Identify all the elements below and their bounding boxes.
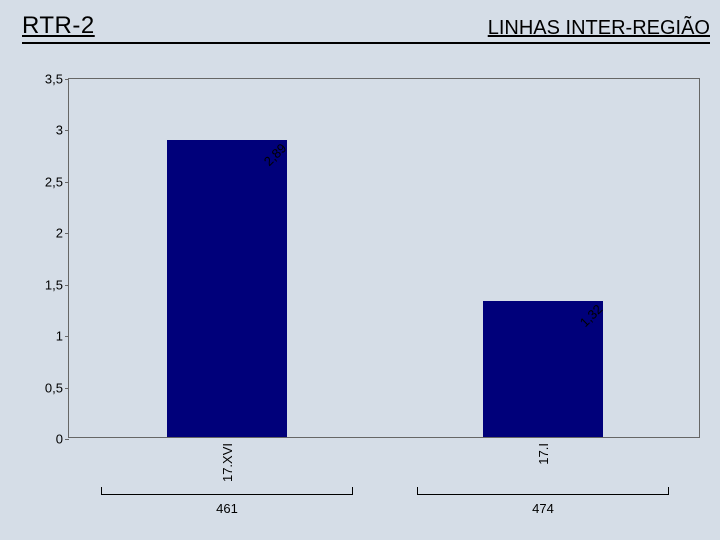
y-tick-mark (65, 439, 69, 440)
bar-value-label: 2,89 (261, 140, 290, 169)
bar: 1,32 (483, 301, 603, 437)
y-tick-label: 3 (56, 123, 63, 138)
y-tick-label: 1,5 (45, 277, 63, 292)
y-tick-label: 2 (56, 226, 63, 241)
category-label: 17.I (536, 443, 551, 465)
category-label: 17.XVI (220, 443, 235, 482)
page-title-left: RTR-2 (22, 12, 95, 40)
y-tick-mark (65, 388, 69, 389)
y-tick-mark (65, 182, 69, 183)
y-tick-mark (65, 336, 69, 337)
group-bracket (101, 487, 353, 495)
y-tick-label: 3,5 (45, 72, 63, 87)
group-bracket (417, 487, 669, 495)
y-tick-label: 0,5 (45, 380, 63, 395)
y-tick-label: 2,5 (45, 174, 63, 189)
header: RTR-2 LINHAS INTER-REGIÃO (22, 10, 710, 44)
y-tick-mark (65, 233, 69, 234)
page-title-right: LINHAS INTER-REGIÃO (488, 17, 710, 40)
y-tick-mark (65, 79, 69, 80)
bar: 2,89 (167, 140, 287, 437)
y-tick-mark (65, 285, 69, 286)
y-tick-label: 1 (56, 329, 63, 344)
y-tick-label: 0 (56, 432, 63, 447)
group-label: 474 (532, 501, 554, 516)
page: RTR-2 LINHAS INTER-REGIÃO 2,89 1,32 0 0,5 1… (0, 0, 720, 540)
chart-area: 2,891,32 00,511,522,533,517.XVI17.I46147… (68, 78, 700, 438)
chart-plot: 2,89 1,32 (69, 79, 699, 437)
group-label: 461 (216, 501, 238, 516)
y-tick-mark (65, 130, 69, 131)
bar-value-label: 1,32 (577, 302, 606, 331)
